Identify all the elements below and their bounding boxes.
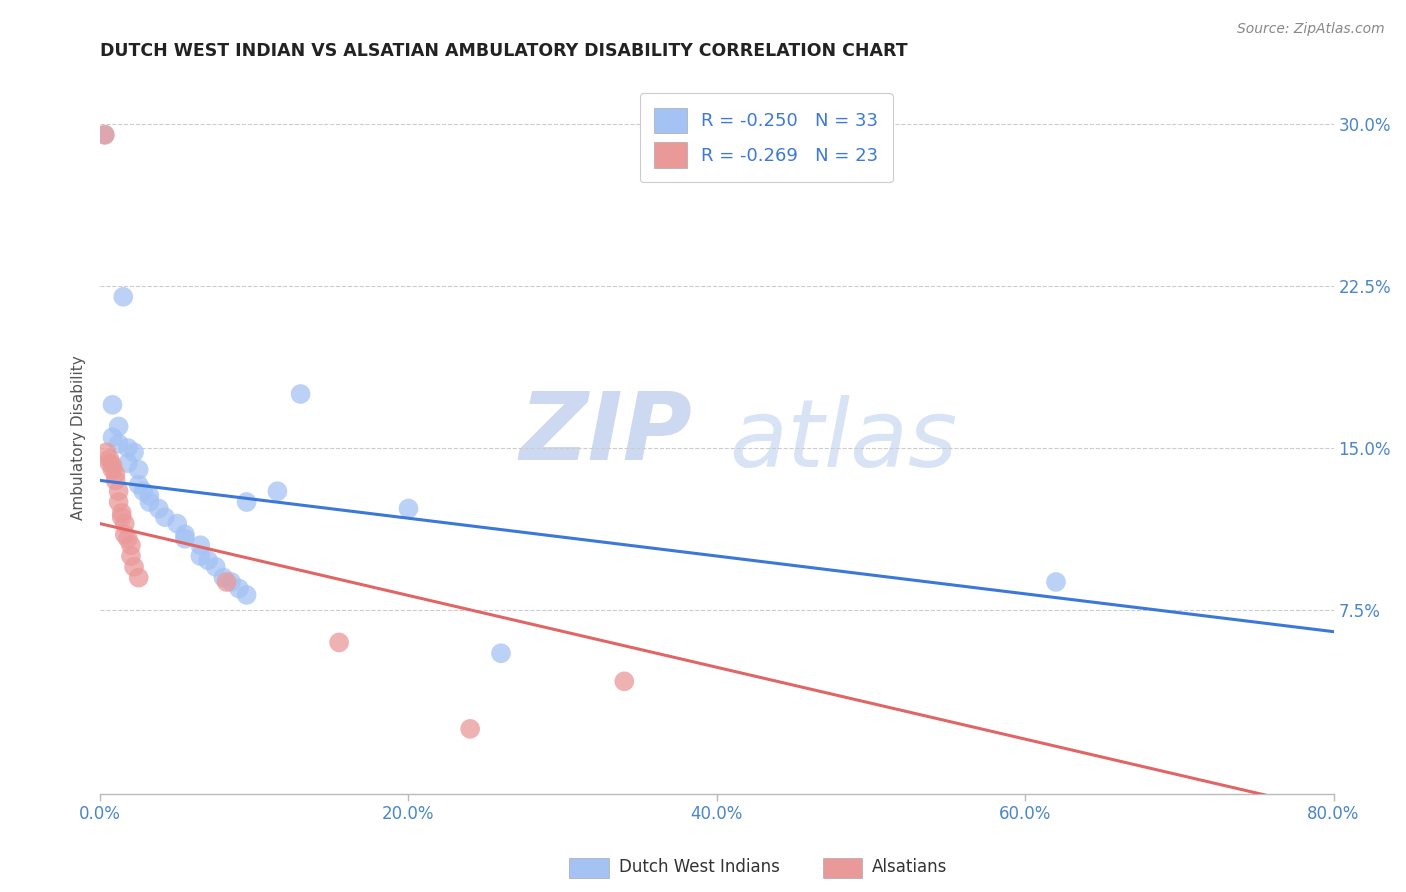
Point xyxy=(166,516,188,531)
Y-axis label: Ambulatory Disability: Ambulatory Disability xyxy=(72,355,86,520)
Point xyxy=(398,501,420,516)
Text: atlas: atlas xyxy=(730,395,957,486)
Point xyxy=(104,467,127,481)
Point xyxy=(148,501,170,516)
Text: Source: ZipAtlas.com: Source: ZipAtlas.com xyxy=(1237,22,1385,37)
Point xyxy=(328,635,350,649)
Text: Dutch West Indians: Dutch West Indians xyxy=(619,858,779,876)
Point xyxy=(215,574,238,589)
Point xyxy=(111,506,134,520)
Point xyxy=(174,532,197,546)
Point xyxy=(188,549,211,563)
Point xyxy=(120,538,142,552)
Point xyxy=(104,474,127,488)
Point xyxy=(204,559,226,574)
Point xyxy=(94,128,117,142)
Point xyxy=(120,549,142,563)
Point xyxy=(98,451,121,466)
Point xyxy=(153,510,176,524)
Point xyxy=(117,532,139,546)
Point xyxy=(101,458,124,473)
Text: DUTCH WEST INDIAN VS ALSATIAN AMBULATORY DISABILITY CORRELATION CHART: DUTCH WEST INDIAN VS ALSATIAN AMBULATORY… xyxy=(100,42,908,60)
Point xyxy=(122,559,145,574)
Point xyxy=(228,582,250,596)
Legend: R = -0.250   N = 33, R = -0.269   N = 23: R = -0.250 N = 33, R = -0.269 N = 23 xyxy=(640,94,893,182)
Point xyxy=(197,553,219,567)
Point xyxy=(112,290,135,304)
Text: Alsatians: Alsatians xyxy=(872,858,948,876)
Point xyxy=(1045,574,1067,589)
Point xyxy=(107,436,129,450)
Point xyxy=(235,588,257,602)
Point xyxy=(101,430,124,444)
Point xyxy=(114,516,136,531)
Point xyxy=(458,722,481,736)
Point xyxy=(212,571,235,585)
Point xyxy=(117,456,139,470)
Point xyxy=(96,445,118,459)
Point xyxy=(138,489,160,503)
Point xyxy=(111,510,134,524)
Point xyxy=(290,387,312,401)
Point xyxy=(122,445,145,459)
Point xyxy=(94,128,117,142)
Point xyxy=(128,477,150,491)
Point xyxy=(219,574,242,589)
Point xyxy=(107,419,129,434)
Point xyxy=(117,441,139,455)
Point xyxy=(188,538,211,552)
Point xyxy=(128,571,150,585)
Point xyxy=(266,484,288,499)
Point xyxy=(138,495,160,509)
Point xyxy=(132,484,155,499)
Point xyxy=(174,527,197,541)
Point xyxy=(107,495,129,509)
Point xyxy=(98,456,121,470)
Point xyxy=(489,646,512,660)
Text: ZIP: ZIP xyxy=(519,388,692,480)
Point xyxy=(235,495,257,509)
Point xyxy=(107,484,129,499)
Point xyxy=(101,462,124,476)
Point xyxy=(128,462,150,476)
Point xyxy=(613,674,636,689)
Point xyxy=(114,527,136,541)
Point xyxy=(101,398,124,412)
